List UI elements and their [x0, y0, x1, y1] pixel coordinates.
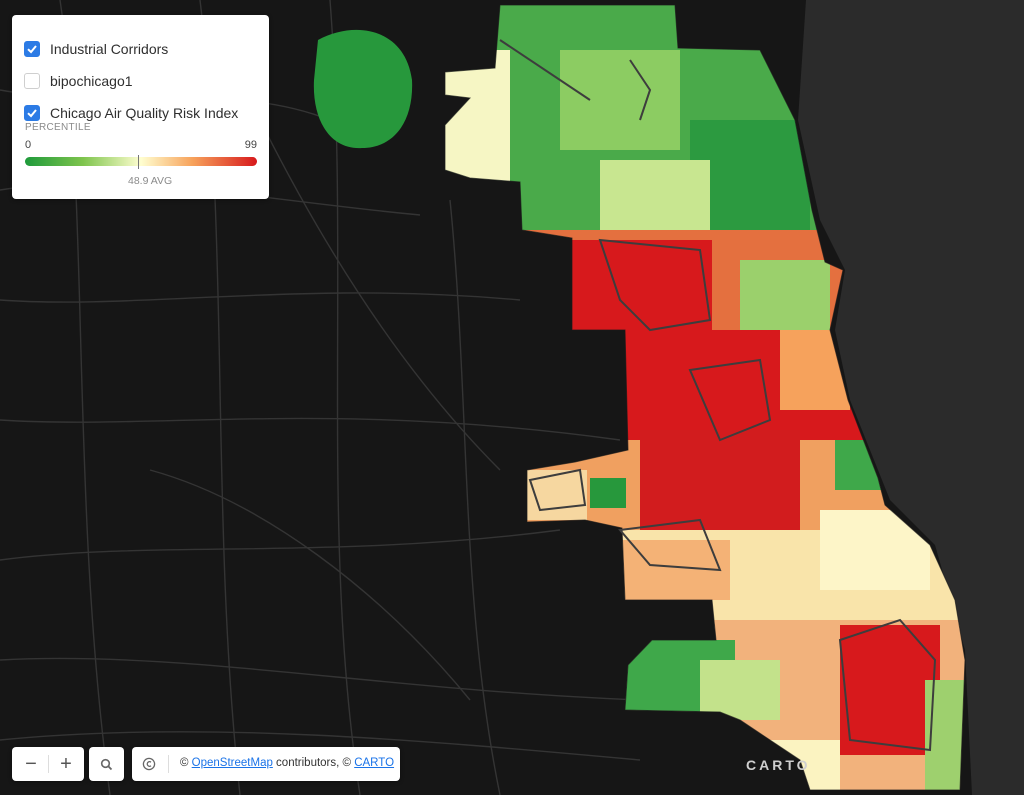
zoom-out-button[interactable]: −: [25, 752, 37, 775]
range-min: 0: [25, 139, 32, 151]
layer-label: Industrial Corridors: [50, 41, 169, 57]
industrial-corridor-outlines: [499, 39, 937, 752]
copyright-icon[interactable]: [132, 747, 166, 781]
legend-panel: Industrial Corridors bipochicago1 Chicag…: [12, 15, 269, 199]
attribution-prefix: ©: [180, 757, 192, 769]
checkbox-checked-icon[interactable]: [24, 105, 40, 121]
avg-label: 48.9 AVG: [128, 175, 173, 187]
carto-link[interactable]: CARTO: [354, 757, 395, 769]
layer-label: Chicago Air Quality Risk Index: [50, 105, 239, 121]
percentile-title: PERCENTILE: [25, 122, 91, 133]
checkbox-unchecked-icon[interactable]: [24, 73, 40, 89]
checkbox-checked-icon[interactable]: [24, 41, 40, 57]
osm-link[interactable]: OpenStreetMap: [191, 757, 273, 769]
range-max: 99: [244, 139, 257, 151]
road-network: [0, 0, 641, 795]
layer-label: bipochicago1: [50, 73, 133, 89]
layer-toggle-bipochicago1[interactable]: bipochicago1: [24, 70, 133, 92]
layer-toggle-industrial-corridors[interactable]: Industrial Corridors: [24, 38, 168, 60]
zoom-in-button[interactable]: +: [60, 752, 72, 775]
divider: [168, 755, 169, 773]
carto-watermark: CARTO: [746, 757, 811, 773]
color-ramp: [25, 157, 257, 166]
attribution-middle: contributors, ©: [272, 757, 355, 769]
search-icon[interactable]: [89, 747, 123, 781]
zoom-control: − +: [12, 747, 84, 781]
avg-marker: [138, 155, 139, 169]
tract-ohare: [313, 29, 413, 149]
layer-toggle-air-quality-risk-index[interactable]: Chicago Air Quality Risk Index: [24, 102, 238, 124]
attribution-bar: © OpenStreetMap contributors, © CARTO: [132, 747, 400, 781]
divider: [48, 755, 49, 773]
search-button[interactable]: [89, 747, 124, 781]
attribution-text: © OpenStreetMap contributors, © CARTO: [180, 757, 394, 769]
lake-michigan: [798, 0, 1024, 795]
